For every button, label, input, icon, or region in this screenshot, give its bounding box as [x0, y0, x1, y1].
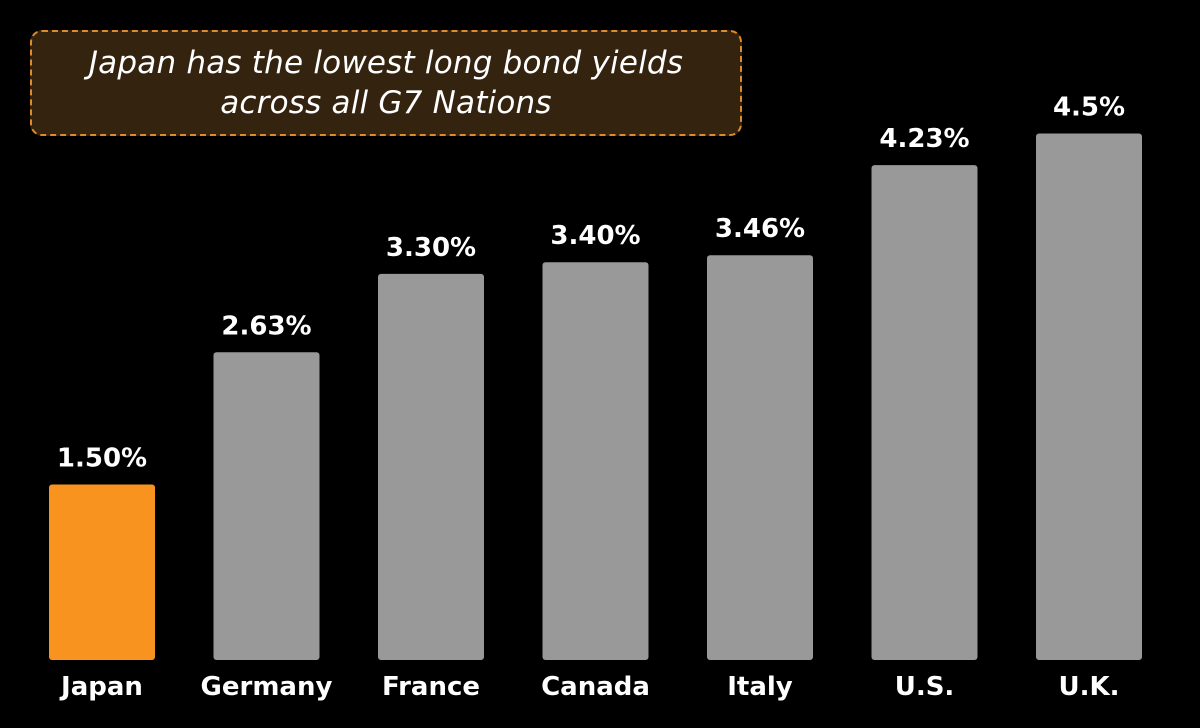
category-label: Canada	[541, 672, 650, 702]
chart-title: Japan has the lowest long bond yields ac…	[88, 45, 684, 121]
bar-uk	[1036, 133, 1142, 660]
title-callout: Japan has the lowest long bond yields ac…	[30, 30, 742, 136]
value-label: 1.50%	[57, 444, 147, 474]
category-label: U.K.	[1058, 672, 1119, 702]
value-label: 4.5%	[1053, 93, 1125, 123]
bar-italy	[707, 255, 813, 660]
value-label: 3.30%	[386, 233, 476, 263]
bars-group: 1.50% Japan 2.63% Germany 3.30% France 3.40% Ca…	[49, 93, 1142, 702]
bar-canada	[542, 262, 649, 660]
category-label: Italy	[727, 672, 793, 702]
value-label: 3.40%	[550, 221, 640, 251]
value-label: 4.23%	[879, 124, 969, 154]
value-label: 3.46%	[715, 214, 805, 244]
bar-us	[871, 165, 978, 660]
value-label: 2.63%	[221, 311, 311, 341]
category-label: France	[382, 672, 480, 702]
category-label: Japan	[59, 672, 143, 702]
category-label: U.S.	[895, 672, 955, 702]
category-label: Germany	[201, 672, 333, 702]
bar-france	[378, 273, 484, 660]
bar-japan	[49, 484, 155, 660]
bar-germany	[213, 352, 320, 660]
